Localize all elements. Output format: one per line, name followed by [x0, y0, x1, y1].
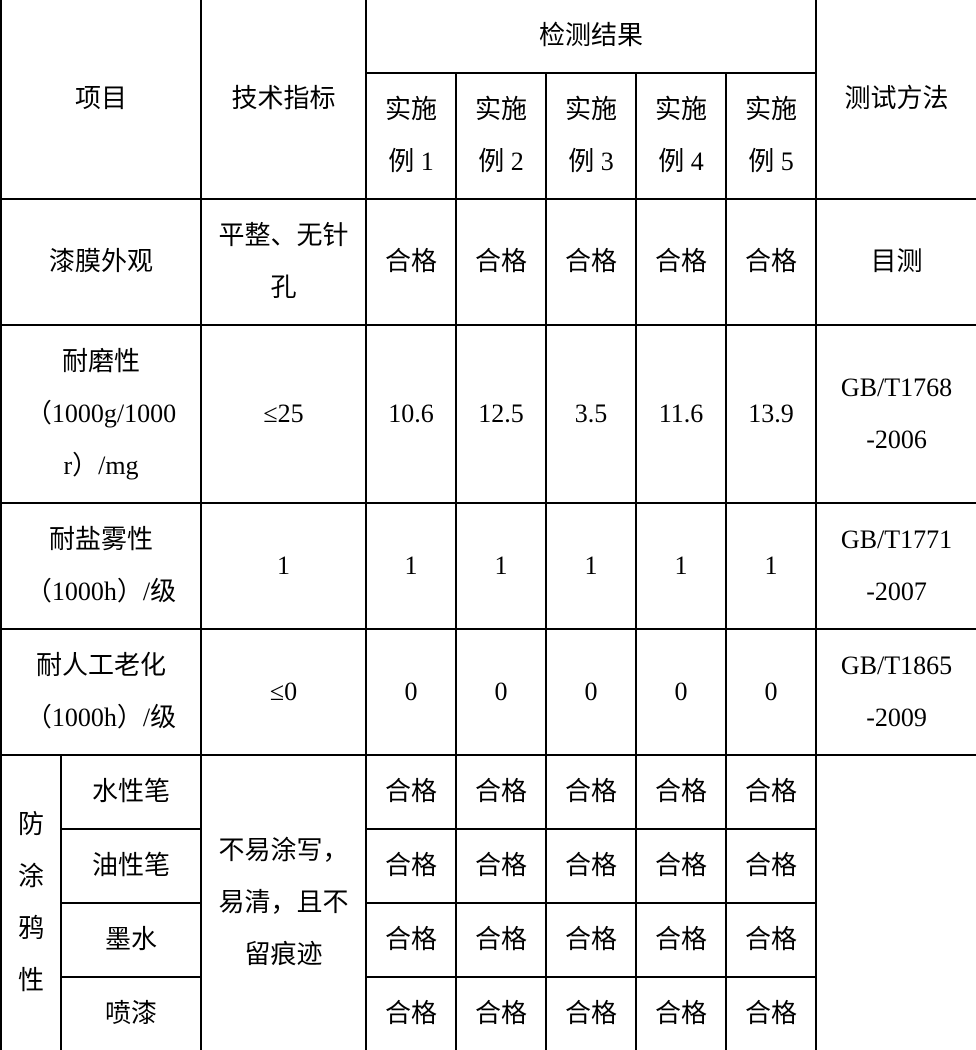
cell-project: 耐磨性（1000g/1000r）/mg	[1, 325, 201, 503]
cell-val: 合格	[726, 829, 816, 903]
cell-val: 合格	[366, 829, 456, 903]
cell-val: 1	[456, 503, 546, 629]
cell-val: 1	[546, 503, 636, 629]
cell-val: 1	[636, 503, 726, 629]
cell-val: 合格	[366, 903, 456, 977]
cell-val: 合格	[456, 903, 546, 977]
cell-project: 耐人工老化（1000h）/级	[1, 629, 201, 755]
cell-val: 12.5	[456, 325, 546, 503]
th-method: 测试方法	[816, 0, 976, 199]
cell-val: 合格	[726, 199, 816, 325]
cell-val: 1	[366, 503, 456, 629]
cell-graffiti-method	[816, 755, 976, 1050]
cell-val: 合格	[366, 977, 456, 1050]
th-project: 项目	[1, 0, 201, 199]
th-ex5: 实施例 5	[726, 73, 816, 199]
cell-val: 合格	[456, 977, 546, 1050]
cell-val: 0	[546, 629, 636, 755]
cell-val: 11.6	[636, 325, 726, 503]
cell-method: GB/T1865-2009	[816, 629, 976, 755]
cell-val: 合格	[456, 829, 546, 903]
cell-val: 1	[726, 503, 816, 629]
cell-project: 耐盐雾性（1000h）/级	[1, 503, 201, 629]
cell-val: 合格	[636, 755, 726, 829]
cell-val: 13.9	[726, 325, 816, 503]
cell-method: 目测	[816, 199, 976, 325]
cell-val: 合格	[726, 755, 816, 829]
th-ex2: 实施例 2	[456, 73, 546, 199]
cell-graffiti-sub: 油性笔	[61, 829, 201, 903]
cell-val: 合格	[636, 199, 726, 325]
cell-method: GB/T1768-2006	[816, 325, 976, 503]
cell-val: 3.5	[546, 325, 636, 503]
th-results-group: 检测结果	[366, 0, 816, 73]
cell-graffiti-sub: 墨水	[61, 903, 201, 977]
th-spec: 技术指标	[201, 0, 366, 199]
cell-val: 合格	[546, 903, 636, 977]
cell-val: 合格	[726, 977, 816, 1050]
cell-spec: 平整、无针孔	[201, 199, 366, 325]
cell-val: 合格	[456, 755, 546, 829]
cell-val: 10.6	[366, 325, 456, 503]
cell-val: 合格	[546, 829, 636, 903]
cell-project: 漆膜外观	[1, 199, 201, 325]
table-row: 防涂鸦性 水性笔 不易涂写，易清，且不留痕迹 合格 合格 合格 合格 合格	[1, 755, 976, 829]
header-row-1: 项目 技术指标 检测结果 测试方法	[1, 0, 976, 73]
cell-graffiti-sub: 水性笔	[61, 755, 201, 829]
cell-spec: ≤0	[201, 629, 366, 755]
cell-val: 合格	[636, 903, 726, 977]
results-table: 项目 技术指标 检测结果 测试方法 实施例 1 实施例 2 实施例 3 实施例 …	[0, 0, 976, 1050]
cell-val: 合格	[636, 829, 726, 903]
cell-spec: ≤25	[201, 325, 366, 503]
cell-val: 0	[726, 629, 816, 755]
cell-val: 合格	[456, 199, 546, 325]
table-row: 漆膜外观 平整、无针孔 合格 合格 合格 合格 合格 目测	[1, 199, 976, 325]
cell-graffiti-spec: 不易涂写，易清，且不留痕迹	[201, 755, 366, 1050]
th-ex1: 实施例 1	[366, 73, 456, 199]
cell-val: 0	[636, 629, 726, 755]
table-row: 耐人工老化（1000h）/级 ≤0 0 0 0 0 0 GB/T1865-200…	[1, 629, 976, 755]
cell-val: 合格	[366, 199, 456, 325]
cell-method: GB/T1771-2007	[816, 503, 976, 629]
th-ex4: 实施例 4	[636, 73, 726, 199]
cell-val: 0	[456, 629, 546, 755]
cell-graffiti-group: 防涂鸦性	[1, 755, 61, 1050]
cell-val: 0	[366, 629, 456, 755]
th-ex3: 实施例 3	[546, 73, 636, 199]
cell-val: 合格	[546, 199, 636, 325]
cell-val: 合格	[636, 977, 726, 1050]
table-row: 耐盐雾性（1000h）/级 1 1 1 1 1 1 GB/T1771-2007	[1, 503, 976, 629]
cell-graffiti-sub: 喷漆	[61, 977, 201, 1050]
cell-val: 合格	[366, 755, 456, 829]
table-row: 耐磨性（1000g/1000r）/mg ≤25 10.6 12.5 3.5 11…	[1, 325, 976, 503]
cell-val: 合格	[546, 977, 636, 1050]
cell-val: 合格	[726, 903, 816, 977]
cell-val: 合格	[546, 755, 636, 829]
cell-spec: 1	[201, 503, 366, 629]
